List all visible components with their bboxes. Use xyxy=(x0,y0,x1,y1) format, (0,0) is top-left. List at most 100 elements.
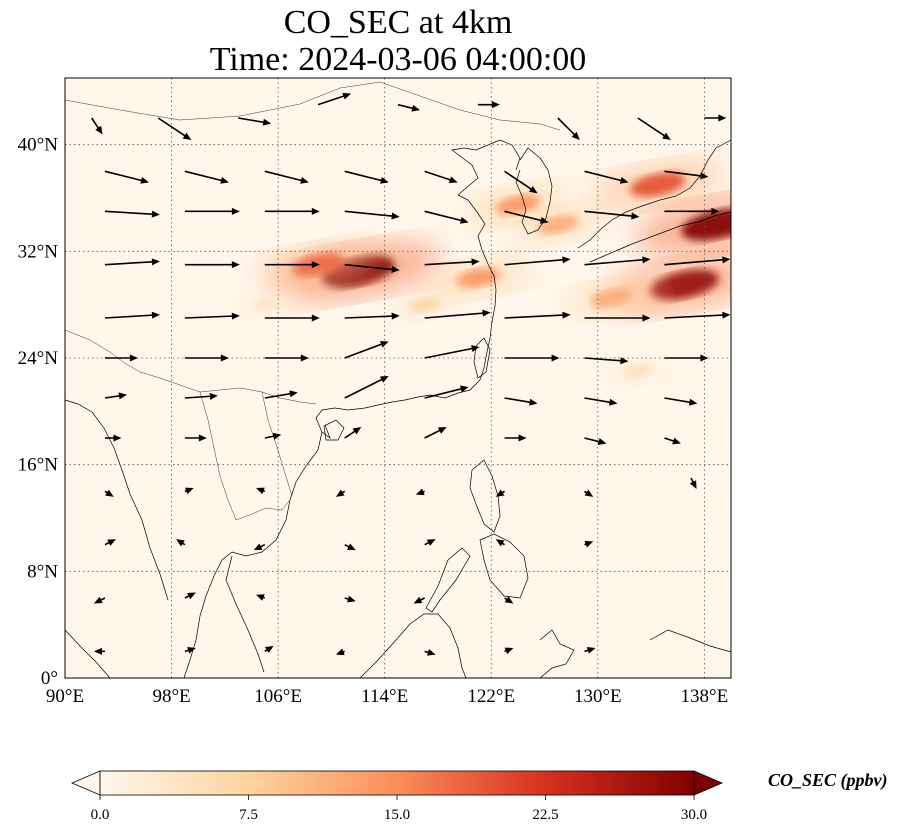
wind-arrow-29 xyxy=(424,258,480,266)
wind-arrow-60 xyxy=(344,427,362,439)
sulawesi-coast xyxy=(539,629,575,678)
wind-arrow-61 xyxy=(424,427,447,439)
colorbar-min-extend xyxy=(70,770,101,796)
wind-arrow-24 xyxy=(664,207,720,215)
wind-arrow-33 xyxy=(104,311,160,319)
indochina-coast xyxy=(183,431,323,678)
wind-arrow-30 xyxy=(504,256,571,266)
wind-arrow-81 xyxy=(184,592,196,600)
wind-arrow-36 xyxy=(344,312,400,320)
hainan-coast xyxy=(323,419,345,441)
wind-arrow-3 xyxy=(317,92,352,106)
wind-arrow-48 xyxy=(664,354,709,362)
wind-arrow-92 xyxy=(584,646,596,654)
colorbar-tick-label: 22.5 xyxy=(532,807,558,823)
y-axis-labels: 0° 8°N 16°N 24°N 32°N 40°N xyxy=(18,135,59,689)
colorbar-tick-label: 30.0 xyxy=(681,807,707,823)
wind-arrow-12 xyxy=(344,170,389,184)
wind-arrow-34 xyxy=(184,312,240,320)
wind-arrow-75 xyxy=(253,543,266,551)
wind-arrow-42 xyxy=(184,354,229,362)
japan-south-coast xyxy=(589,211,731,263)
wind-arrow-78 xyxy=(495,539,505,547)
plot-frame xyxy=(64,77,732,679)
wind-arrow-23 xyxy=(584,210,640,220)
borders xyxy=(65,81,561,521)
wind-arrow-47 xyxy=(584,357,629,365)
wind-arrow-9 xyxy=(104,170,149,184)
wind-arrow-66 xyxy=(184,487,194,495)
y-tick-label: 0° xyxy=(41,668,58,689)
wind-arrow-58 xyxy=(184,434,207,442)
wind-arrow-84 xyxy=(413,596,425,604)
wind-arrow-20 xyxy=(344,210,400,220)
sumatra-coast xyxy=(65,629,111,678)
wind-arrow-52 xyxy=(344,376,389,399)
wind-arrow-41 xyxy=(104,354,138,362)
coastlines xyxy=(65,139,731,678)
colorbar-tick-label: 7.5 xyxy=(239,807,258,823)
colorbar: 0.0 7.5 15.0 22.5 30.0 xyxy=(70,770,724,823)
wind-arrow-59 xyxy=(264,432,282,440)
plume-core-3 xyxy=(495,194,541,215)
palawan xyxy=(425,547,471,613)
y-tick-label: 32°N xyxy=(18,241,59,262)
wind-arrow-22 xyxy=(504,210,549,224)
wind-arrow-43 xyxy=(264,354,309,362)
wind-arrow-37 xyxy=(424,309,491,319)
wind-arrow-73 xyxy=(104,539,116,546)
wind-arrow-53 xyxy=(424,385,469,399)
wind-arrow-55 xyxy=(584,397,618,406)
wind-arrow-40 xyxy=(664,311,731,319)
wind-arrow-13 xyxy=(424,170,458,184)
wind-arrow-6 xyxy=(557,117,580,140)
map-title: CO_SEC at 4km Time: 2024-03-06 04:00:00 xyxy=(65,4,731,78)
plume-core-8 xyxy=(590,288,632,308)
plume-core-11 xyxy=(623,364,653,379)
title-line-time: Time: 2024-03-06 04:00:00 xyxy=(209,41,587,78)
philippines-south xyxy=(479,533,529,599)
x-tick-label: 122°E xyxy=(467,686,515,707)
wind-arrow-16 xyxy=(664,170,709,180)
wind-arrow-5 xyxy=(477,101,500,109)
y-tick-label: 40°N xyxy=(18,135,59,156)
wind-arrow-50 xyxy=(184,392,218,400)
japan-coast xyxy=(577,139,731,249)
wind-vectors xyxy=(90,92,731,656)
x-tick-label: 114°E xyxy=(361,686,408,707)
plume-core-10 xyxy=(251,297,279,312)
y-tick-label: 8°N xyxy=(27,561,58,582)
wind-arrow-79 xyxy=(584,540,594,548)
wind-arrow-65 xyxy=(104,489,114,497)
colorbar-tick-label: 0.0 xyxy=(91,807,110,823)
plume-core-4 xyxy=(537,215,579,235)
colorbar-ticks: 0.0 7.5 15.0 22.5 30.0 xyxy=(91,795,707,823)
wind-arrow-56 xyxy=(664,397,698,406)
wind-arrow-89 xyxy=(335,648,346,656)
x-tick-label: 98°E xyxy=(152,686,190,707)
wind-arrow-18 xyxy=(184,207,240,215)
taiwan-coast xyxy=(473,337,491,379)
wind-arrow-51 xyxy=(264,390,298,399)
wind-arrow-0 xyxy=(90,117,103,135)
borneo-coast xyxy=(359,613,467,678)
wind-arrow-57 xyxy=(104,434,122,442)
wind-arrow-7 xyxy=(637,117,671,140)
wind-arrow-35 xyxy=(264,314,320,322)
wind-arrow-71 xyxy=(584,489,594,497)
wind-arrow-25 xyxy=(104,258,160,266)
wind-arrow-76 xyxy=(344,543,356,551)
y-tick-label: 16°N xyxy=(18,455,59,476)
wind-arrow-72 xyxy=(689,477,697,489)
malay-coast xyxy=(225,555,265,673)
wind-arrow-14 xyxy=(504,170,538,194)
china-coast xyxy=(315,379,481,440)
plume-core-5 xyxy=(630,172,686,197)
x-axis-labels: 90°E 98°E 106°E 114°E 122°E 130°E 138°E xyxy=(46,686,728,707)
x-tick-label: 106°E xyxy=(254,686,302,707)
colorbar-max-extend xyxy=(693,770,724,796)
wind-arrow-88 xyxy=(264,645,274,654)
wind-arrow-46 xyxy=(504,354,560,362)
wind-arrow-82 xyxy=(256,594,266,601)
wind-arrow-70 xyxy=(495,489,505,497)
